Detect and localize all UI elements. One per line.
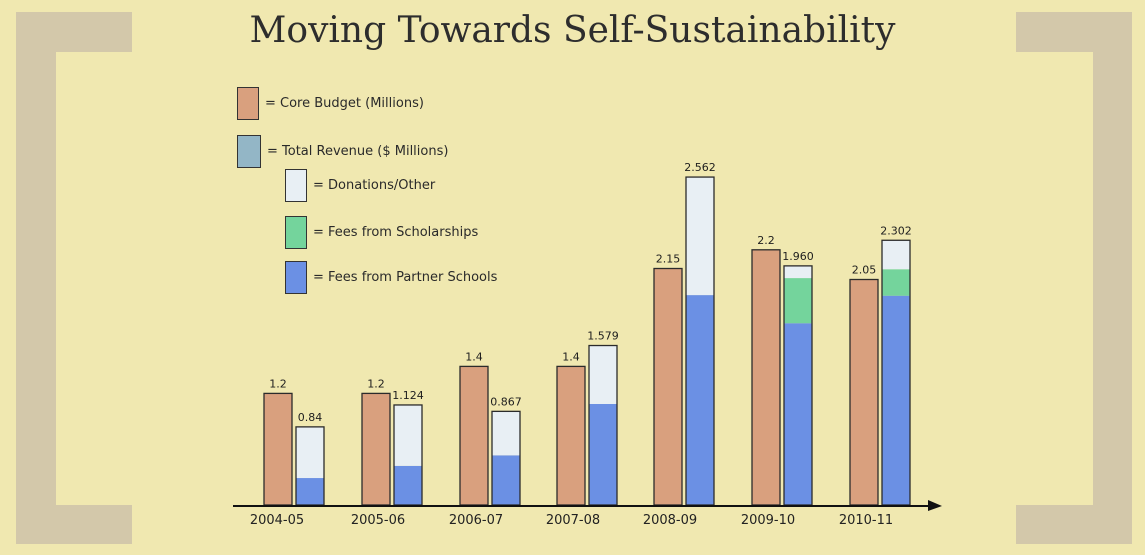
bar-segment-scholarships [882, 269, 910, 296]
bar-segment-partner-schools [394, 465, 422, 505]
x-axis-arrow-icon [928, 500, 942, 511]
legend-total-revenue: = Total Revenue ($ Millions) [237, 135, 448, 168]
legend-core-budget: = Core Budget (Millions) [237, 87, 424, 120]
chart-title: Moving Towards Self-Sustainability [249, 10, 896, 51]
right-bracket-bottom [1016, 505, 1132, 544]
legend-label: = Fees from Scholarships [313, 225, 479, 240]
data-label-core-budget: 1.4 [562, 350, 580, 363]
bar-segment-partner-schools [686, 295, 714, 505]
data-label-total-revenue: 1.960 [782, 250, 814, 263]
x-tick-label: 2005-06 [351, 513, 405, 528]
data-label-core-budget: 1.2 [269, 377, 287, 390]
bar-segment-partner-schools [784, 323, 812, 505]
bar-core-budget [556, 365, 586, 506]
bar-segment-donations [492, 411, 520, 456]
data-label-total-revenue: 2.562 [684, 161, 716, 174]
bar-segment-partner-schools [492, 455, 520, 505]
left-bracket-bottom [16, 505, 132, 544]
bar-core-budget [361, 392, 391, 506]
legend-swatch-core-budget [237, 87, 259, 120]
right-bracket-side [1093, 12, 1132, 544]
bar-segment-donations [394, 404, 422, 466]
data-label-total-revenue: 0.867 [490, 395, 522, 408]
bar-segment-partner-schools [296, 478, 324, 505]
left-bracket-side [16, 12, 56, 544]
legend-donations: = Donations/Other [285, 169, 435, 202]
bar-segment-scholarships [784, 278, 812, 324]
x-tick-label: 2007-08 [546, 513, 600, 528]
data-label-core-budget: 1.2 [367, 377, 385, 390]
bar-segment-donations [686, 177, 714, 296]
legend-label: = Donations/Other [313, 178, 436, 193]
legend-label: = Fees from Partner Schools [313, 270, 498, 285]
data-label-total-revenue: 2.302 [880, 224, 912, 237]
x-tick-label: 2006-07 [449, 513, 503, 528]
legend-partner-schools: = Fees from Partner Schools [285, 261, 497, 294]
legend-label: = Total Revenue ($ Millions) [267, 144, 449, 159]
data-label-total-revenue: 1.124 [392, 389, 424, 402]
bar-core-budget [263, 392, 293, 506]
data-label-core-budget: 2.05 [852, 264, 877, 277]
legend-swatch-total-revenue [237, 135, 261, 168]
legend-swatch-scholarships [285, 216, 307, 249]
bar-core-budget [849, 278, 879, 506]
data-label-total-revenue: 0.84 [298, 411, 323, 424]
data-label-total-revenue: 1.579 [587, 330, 619, 343]
x-tick-label: 2004-05 [250, 513, 304, 528]
bar-segment-donations [296, 426, 324, 479]
x-tick-label: 2009-10 [741, 513, 795, 528]
data-label-core-budget: 1.4 [465, 350, 483, 363]
bar-segment-donations [784, 265, 812, 279]
legend-swatch-partner-schools [285, 261, 307, 294]
legend-label: = Core Budget (Millions) [265, 96, 424, 111]
data-label-core-budget: 2.2 [757, 234, 775, 247]
bar-segment-partner-schools [882, 295, 910, 505]
bar-core-budget [459, 365, 489, 506]
x-tick-label: 2008-09 [643, 513, 697, 528]
data-label-core-budget: 2.15 [656, 253, 681, 266]
bar-segment-donations [589, 345, 617, 404]
bar-core-budget [751, 249, 781, 506]
bar-segment-donations [882, 240, 910, 270]
bar-segment-partner-schools [589, 404, 617, 505]
bar-core-budget [653, 267, 683, 506]
x-tick-label: 2010-11 [839, 513, 893, 528]
legend-swatch-donations [285, 169, 307, 202]
legend-scholarships: = Fees from Scholarships [285, 216, 478, 249]
